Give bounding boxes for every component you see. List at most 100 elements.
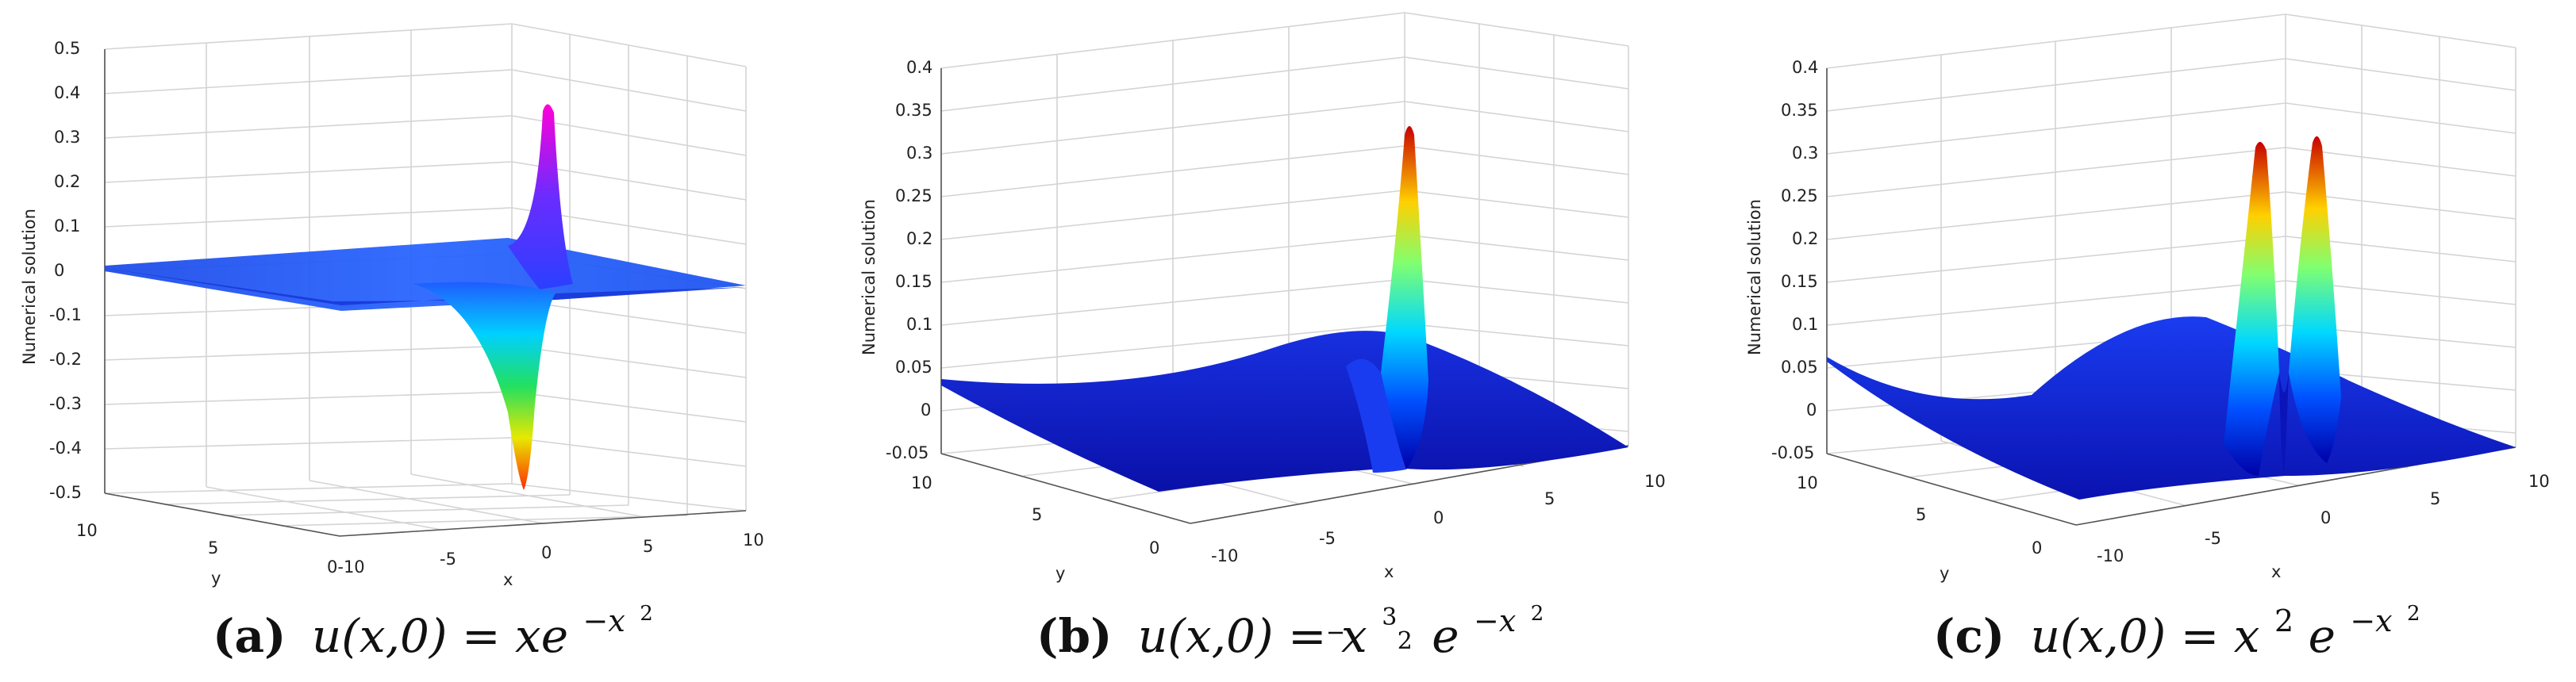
panel-a-sheet-fold <box>105 268 746 305</box>
panel-c-caption-pow: 2 <box>2274 603 2293 638</box>
panel-c-ztick: 0.05 <box>1781 358 1818 377</box>
panel-b-zlabel: Numerical solution <box>859 199 879 355</box>
panel-b-ytick: 10 <box>911 473 932 492</box>
panel-b-caption-exp-den: 2 <box>1398 627 1413 655</box>
panel-c-caption: (c) u(x,0) = x 2 e −x 2 <box>1933 588 2420 663</box>
panel-c-ztick: 0.3 <box>1792 144 1818 163</box>
panel-c-sheet <box>1827 316 2516 500</box>
panel-a-ztick: -0.1 <box>49 305 82 324</box>
panel-c-xlabel: x <box>2271 562 2281 581</box>
panel-a-xtick: 10 <box>743 531 764 550</box>
panel-b-ztick: 0 <box>921 400 931 420</box>
panel-c-peak-left <box>2224 141 2279 476</box>
panel-a-caption-exp2: 2 <box>640 602 653 626</box>
panel-a-ztick: 0.2 <box>54 172 80 191</box>
panel-c: 0.4 0.35 0.3 0.25 0.2 0.15 0.1 0.05 0 -0… <box>1745 13 2550 663</box>
panel-b-xtick: 10 <box>1644 472 1666 491</box>
panel-c-ztick: 0.4 <box>1792 58 1818 77</box>
panel-b-ztick: -0.05 <box>886 443 929 462</box>
panel-a-caption-exp: −x <box>583 603 625 638</box>
panel-b-caption-tail: e <box>1432 609 1459 663</box>
panel-a-ztick: 0.5 <box>54 39 80 58</box>
panel-b-ztick: 0.1 <box>906 315 932 334</box>
panel-b-ytick: 5 <box>1032 505 1042 524</box>
panel-c-ztick: 0.15 <box>1781 272 1818 291</box>
panel-a-ztick: -0.2 <box>49 350 82 369</box>
panel-c-ztick: -0.05 <box>1771 443 1814 462</box>
panel-c-ztick: 0.1 <box>1792 315 1818 334</box>
panel-b-ztick: 0.35 <box>895 101 932 120</box>
panel-a-caption-lhs: u(x,0) = <box>312 609 515 663</box>
panel-b-caption-exp-num: 3 <box>1382 603 1397 631</box>
panel-b-surface <box>941 126 1628 492</box>
panel-a-ztick: -0.5 <box>49 483 82 502</box>
panel-b-ztick: 0.4 <box>906 58 932 77</box>
panel-b-ylabel: y <box>1055 564 1065 583</box>
panel-b-zticks: 0.4 0.35 0.3 0.25 0.2 0.15 0.1 0.05 0 -0… <box>886 58 932 462</box>
panel-b-ztick: 0.15 <box>895 272 932 291</box>
panel-a-xlabel: x <box>503 570 513 589</box>
panel-b-ytick: 0 <box>1149 538 1159 557</box>
panel-a-ztick: 0.1 <box>54 216 80 236</box>
panel-b-ztick: 0.2 <box>906 229 932 248</box>
panel-b-xtick: -10 <box>1211 546 1238 565</box>
panel-b-ztick: 0.05 <box>895 358 932 377</box>
panel-b-caption: (b) u(x,0) = x 3 2 e −x 2 <box>1036 582 1544 663</box>
panel-a-ytick: 5 <box>208 538 218 557</box>
panel-a-peak-max <box>508 104 573 289</box>
panel-a-ztick: -0.4 <box>49 439 82 458</box>
panel-c-caption-tail: e <box>2309 609 2336 663</box>
panel-c-caption-rhs: x <box>2234 609 2260 663</box>
panel-c-xtick: -10 <box>2097 546 2124 565</box>
panel-c-zlabel: Numerical solution <box>1745 199 1764 355</box>
panel-b-ztick: 0.3 <box>906 144 932 163</box>
panel-c-ylabel: y <box>1940 564 1949 583</box>
panel-c-ytick: 10 <box>1797 473 1818 492</box>
panel-c-caption-exp: −x <box>2350 603 2392 638</box>
panel-b-caption-exp: −x <box>1474 603 1516 638</box>
panel-a-zlabel: Numerical solution <box>20 209 39 365</box>
panel-c-caption-exp2: 2 <box>2407 602 2420 626</box>
panel-a-caption: (a) u(x,0) = xe −x 2 <box>213 588 653 663</box>
panel-a-ztick: -0.3 <box>49 394 82 413</box>
panel-b-peak <box>1381 126 1428 469</box>
panel-c-peak-right <box>2289 136 2341 463</box>
panel-b-xtick: 5 <box>1544 489 1555 508</box>
panel-a-xtick: 0 <box>541 543 552 562</box>
panel-c-ztick: 0 <box>1806 400 1817 420</box>
panel-b: 0.4 0.35 0.3 0.25 0.2 0.15 0.1 0.05 0 -0… <box>859 12 1666 663</box>
panel-c-caption-lhs: u(x,0) = <box>2031 609 2234 663</box>
panel-c-ytick: 0 <box>2032 538 2042 557</box>
panel-a-xtick: -5 <box>440 550 456 569</box>
panel-c-xtick: 5 <box>2430 489 2440 508</box>
panel-a-caption-tag: (a) <box>213 609 286 663</box>
panel-b-caption-rhs: x <box>1341 609 1367 663</box>
panel-a-caption-rhs: xe <box>515 609 568 663</box>
panel-a-surface <box>105 104 746 490</box>
panel-c-peak-dip <box>2279 373 2289 476</box>
panel-a-xtick: 0-10 <box>327 557 365 577</box>
panel-a-ytick: 10 <box>76 521 98 540</box>
panel-b-ztick: 0.25 <box>895 186 932 205</box>
panel-a-sheet <box>105 238 746 311</box>
panel-c-ytick: 5 <box>1916 505 1926 524</box>
panel-a-xtick: 5 <box>643 537 653 556</box>
panel-c-xtick: -5 <box>2205 529 2221 548</box>
panel-c-zticks: 0.4 0.35 0.3 0.25 0.2 0.15 0.1 0.05 0 -0… <box>1771 58 1818 462</box>
panel-b-xtick: -5 <box>1319 529 1336 548</box>
panel-c-xtick: 0 <box>2320 508 2331 527</box>
panel-a-ztick: 0 <box>54 261 64 280</box>
panel-b-caption-lhs: u(x,0) = <box>1138 609 1341 663</box>
panel-c-caption-tag: (c) <box>1933 609 2005 663</box>
panel-b-sheet <box>941 331 1628 492</box>
panel-a-zticks: 0.5 0.4 0.3 0.2 0.1 0 -0.1 -0.2 -0.3 -0.… <box>49 39 82 502</box>
panel-a-ztick: 0.3 <box>54 128 80 147</box>
panel-b-caption-tag: (b) <box>1036 609 1112 663</box>
panel-a: 0.5 0.4 0.3 0.2 0.1 0 -0.1 -0.2 -0.3 -0.… <box>20 23 764 663</box>
panel-a-ylabel: y <box>211 569 221 588</box>
panel-a-ztick: 0.4 <box>54 83 80 102</box>
panel-b-xlabel: x <box>1384 562 1394 581</box>
panel-c-ztick: 0.25 <box>1781 186 1818 205</box>
panel-b-peak-side <box>1346 358 1406 473</box>
